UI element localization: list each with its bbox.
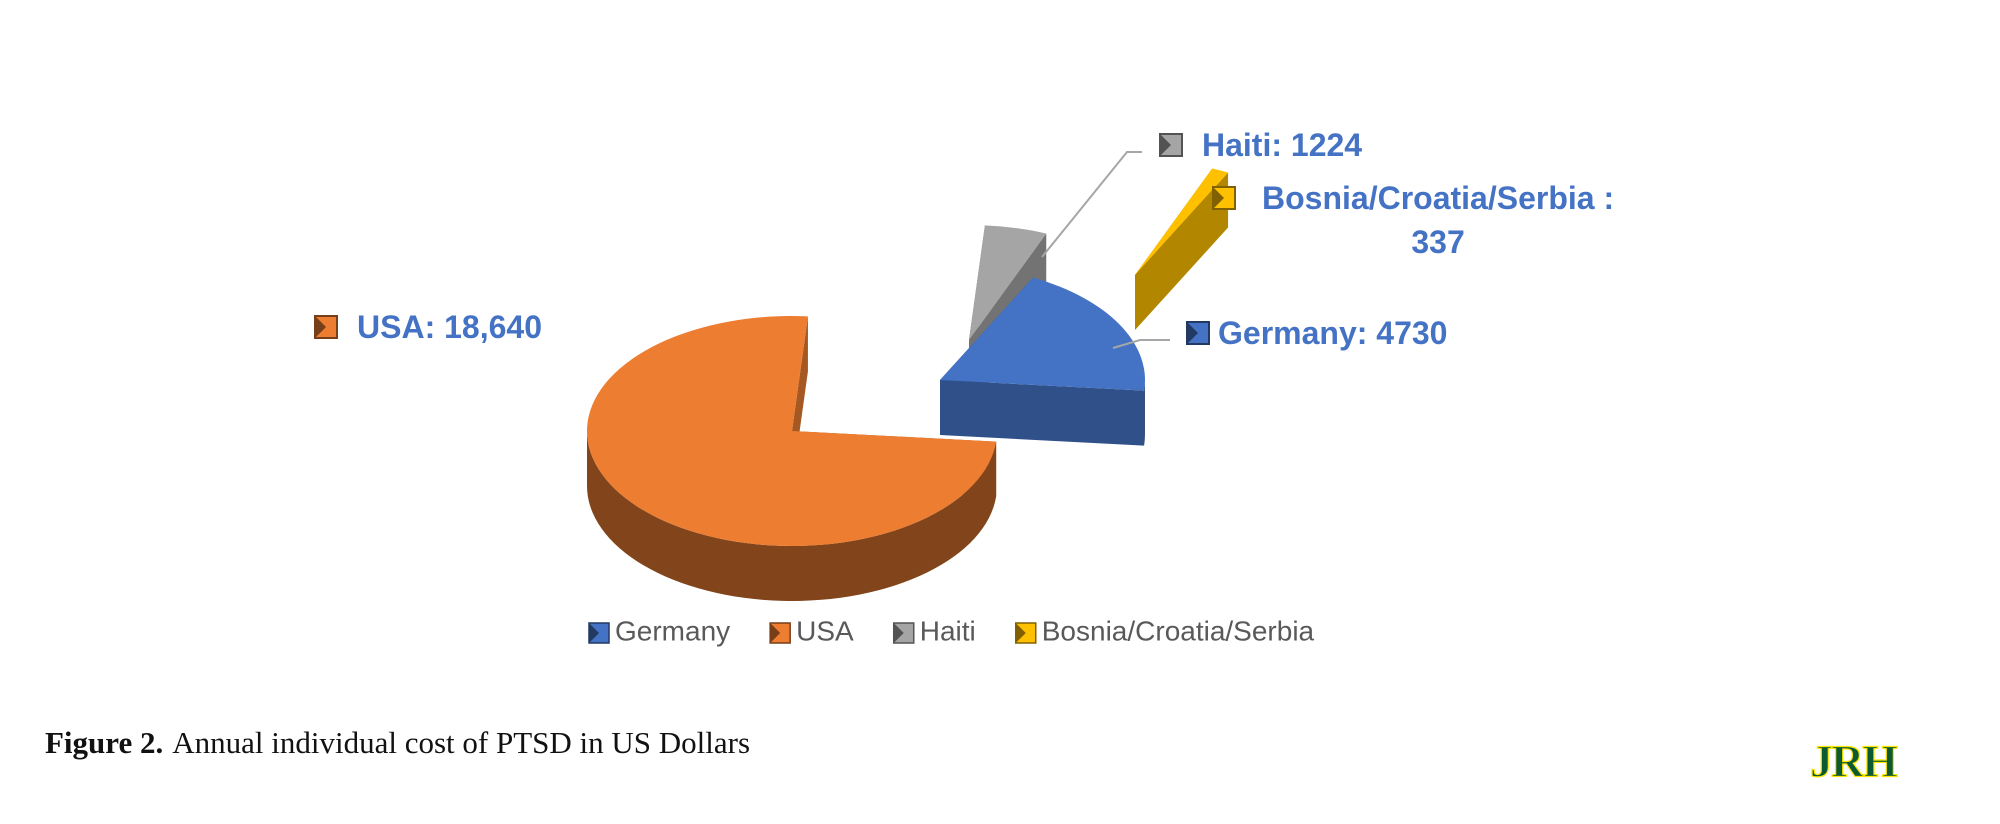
data-label: Haiti: 1224 (1202, 127, 1363, 163)
pie-slice (586, 316, 997, 602)
logo: JRH (1810, 736, 1898, 787)
data-label: USA: 18,640 (357, 309, 542, 345)
legend-label: USA (796, 615, 854, 646)
caption: Figure 2. Annual individual cost of PTSD … (45, 725, 750, 760)
slice-wall (940, 380, 1145, 446)
label-icon-shade (315, 316, 326, 338)
data-label: Bosnia/Croatia/Serbia : 337 (1262, 180, 1615, 260)
legend-swatch-shade (589, 623, 599, 643)
label-icon-shade (1160, 134, 1171, 156)
slice-top (969, 225, 1047, 340)
pie-slice (940, 277, 1145, 446)
slice-wall (1135, 172, 1229, 330)
legend-swatch-shade (893, 623, 904, 643)
label-icon-shade (1213, 187, 1224, 209)
legend-label: Germany (615, 615, 730, 646)
slice-top (586, 316, 997, 546)
legend-swatch-shade (1015, 623, 1026, 643)
data-label: Germany: 4730 (1218, 315, 1448, 351)
legend-label: Bosnia/Croatia/Serbia (1042, 615, 1315, 646)
legend-label: Haiti (920, 615, 976, 646)
legend-swatch-shade (770, 623, 781, 643)
caption-text: Annual individual cost of PTSD in US Dol… (172, 725, 750, 760)
slice-top (1135, 168, 1229, 275)
slice-side (1144, 380, 1145, 446)
label-icon-shade (1187, 322, 1198, 344)
slice-side (586, 431, 997, 602)
pie-slice (1135, 168, 1229, 330)
slice-top (940, 277, 1145, 391)
caption-label: Figure 2. (45, 725, 163, 760)
leader-line (1112, 339, 1170, 349)
leader-line (1041, 151, 1142, 258)
